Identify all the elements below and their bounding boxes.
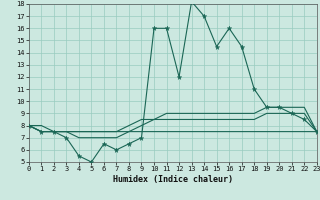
X-axis label: Humidex (Indice chaleur): Humidex (Indice chaleur) xyxy=(113,175,233,184)
